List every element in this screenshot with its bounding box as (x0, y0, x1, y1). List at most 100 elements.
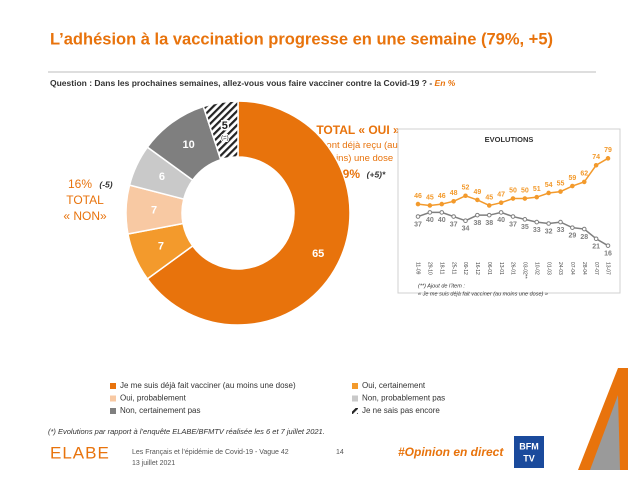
total-non-change: (-5) (99, 179, 112, 189)
data-label: 45 (485, 194, 493, 201)
series-marker (451, 199, 456, 204)
data-label: 40 (426, 217, 434, 224)
data-label: 34 (462, 226, 470, 233)
data-label: 48 (450, 190, 458, 197)
page-number: 14 (336, 449, 344, 456)
series-marker (593, 162, 599, 168)
legend-label: Je ne sais pas encore (362, 406, 440, 415)
data-label: 74 (592, 154, 600, 161)
legend-swatch (110, 395, 116, 402)
footnote: (*) Evolutions par rapport à l’enquête E… (48, 427, 325, 436)
series-marker (427, 210, 433, 215)
hashtag: #Opinion en direct (398, 445, 504, 459)
legend-label: Je me suis déjà fait vacciner (au moins … (120, 381, 296, 390)
evolution-note1: (**) Ajout de l’item : (418, 283, 465, 289)
data-label: 37 (450, 221, 458, 228)
series-marker (463, 218, 468, 224)
data-label: 28 (580, 234, 588, 241)
series-marker (439, 201, 445, 207)
evolution-box (397, 128, 621, 294)
series-marker (451, 214, 456, 219)
data-label: 37 (509, 221, 517, 228)
x-tick-label: 24-03 (557, 262, 563, 275)
data-label: 21 (592, 244, 600, 251)
x-tick-label: 13-07 (605, 262, 611, 275)
data-label: 40 (497, 217, 505, 224)
logo-bottom: TV (523, 453, 535, 463)
series-marker (463, 193, 468, 199)
series-marker (522, 196, 528, 201)
legend-swatch (352, 383, 358, 389)
x-tick-label: 29-10 (427, 262, 433, 275)
series-marker (558, 219, 563, 225)
series-marker (415, 201, 421, 207)
slice-label: 5 (222, 120, 228, 132)
series-marker (570, 183, 575, 189)
data-label: 50 (509, 187, 517, 194)
study: Les Français et l’épidémie de Covid-19 -… (132, 449, 289, 456)
data-label: 79 (604, 147, 612, 154)
x-tick-label: 26-01 (510, 262, 516, 275)
series-marker (534, 219, 540, 225)
slice-label: 7 (151, 204, 157, 216)
logo-top: BFM (519, 441, 539, 451)
series-marker (570, 225, 575, 230)
series-marker (605, 243, 611, 248)
data-label: 33 (533, 227, 541, 234)
legend-swatch (352, 408, 358, 414)
x-tick-label: 25-11 (450, 262, 456, 275)
x-tick-label: 01-03 (545, 262, 551, 275)
data-label: 32 (545, 228, 553, 235)
date: 13 juillet 2021 (132, 460, 175, 467)
x-tick-label: 28-04 (581, 262, 587, 275)
data-label: 55 (557, 180, 565, 187)
slice-label: 10 (183, 139, 195, 151)
total-oui-change: (+5)* (367, 169, 386, 179)
evolution-title: EVOLUTIONS (485, 135, 534, 144)
donut-slice (146, 100, 351, 326)
data-label: 46 (438, 193, 446, 200)
question-unit: En % (435, 78, 456, 88)
slice-label: 6 (159, 171, 165, 183)
x-tick-label: 07-04 (569, 262, 575, 275)
evolution-note2: « Je me suis déjà fait vacciner (au moin… (418, 291, 548, 297)
series-marker (558, 189, 563, 194)
x-tick-label: 07-07 (593, 262, 599, 275)
series-marker (427, 203, 433, 208)
series-marker (415, 214, 421, 219)
series-marker (546, 221, 551, 226)
data-label: 16 (604, 251, 612, 258)
total-non-line2: « NON» (63, 209, 107, 223)
x-tick-label: 18-11 (438, 262, 444, 275)
legend-label: Oui, probablement (120, 394, 187, 403)
total-oui-note: + ont déjà reçu (au moins) une dose (318, 140, 398, 164)
brand: ELABE (50, 443, 110, 462)
legend-swatch (352, 395, 358, 402)
total-non-value: 16% (68, 177, 92, 191)
slice-label: 7 (158, 240, 164, 252)
series-marker (439, 210, 445, 215)
data-label: 49 (473, 189, 481, 196)
x-tick-label: 09-12 (462, 262, 468, 275)
data-label: 29 (568, 232, 576, 239)
series-marker (486, 212, 492, 218)
series-marker (534, 194, 540, 200)
series-marker (498, 210, 504, 215)
legend-label: Oui, certainement (362, 381, 426, 390)
series-marker (605, 156, 611, 161)
legend-swatch (110, 408, 116, 414)
series-marker (546, 190, 551, 196)
legend-label: Non, probablement pas (362, 394, 445, 403)
data-label: 59 (568, 175, 576, 182)
data-label: 45 (426, 194, 434, 201)
data-label: 62 (580, 171, 588, 178)
series-marker (522, 217, 528, 222)
x-tick-label: 06-01 (486, 262, 492, 275)
series-marker (510, 196, 516, 201)
data-label: 51 (533, 186, 541, 193)
data-label: 40 (438, 217, 446, 224)
data-label: 33 (557, 227, 565, 234)
question: Question : Dans les prochaines semaines,… (50, 78, 456, 88)
x-tick-label: 16-12 (474, 262, 480, 275)
